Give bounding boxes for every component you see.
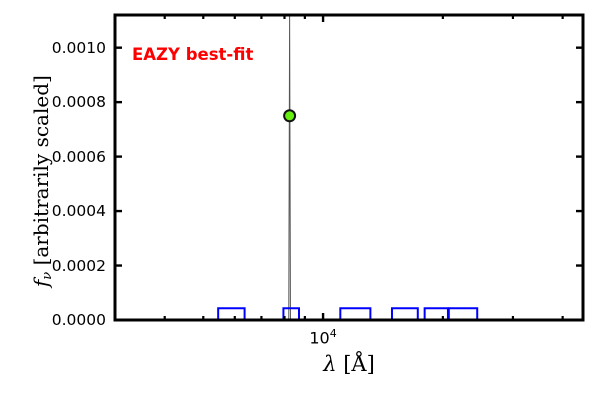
x-tick-label-exponent: 4 [329, 327, 337, 340]
axes-frame [113, 13, 585, 322]
photometry-band-rect [447, 307, 479, 320]
x-tick-label-mantissa: 10 [309, 328, 330, 348]
photometry-band-rect [339, 307, 372, 320]
x-axis-label-unit: [Å] [343, 352, 375, 376]
photometry-band-rect [423, 307, 449, 320]
photometry-band-rect [217, 307, 246, 320]
x-axis-label-symbol: λ [323, 352, 337, 376]
model-photometry-point [283, 109, 297, 123]
y-axis-label: fν [arbitrarily scaled] [29, 21, 55, 341]
y-axis-label-symbol: f [28, 279, 53, 288]
photometry-band-rect [282, 307, 300, 320]
photometry-band-rect [390, 307, 419, 320]
eazy-best-fit-annotation: EAZY best-fit [132, 45, 254, 64]
x-axis-label: λ [Å] [115, 352, 583, 376]
y-axis-label-rest: [arbitrarily scaled] [28, 75, 53, 272]
x-tick-label: 104 [283, 327, 363, 347]
